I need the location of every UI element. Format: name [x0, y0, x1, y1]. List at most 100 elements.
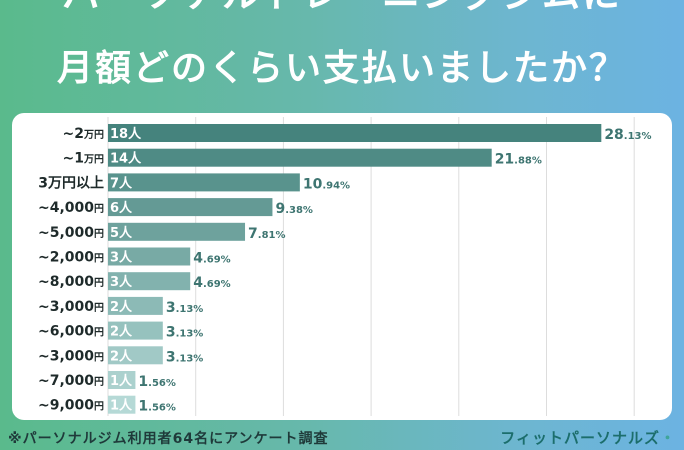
- percent-int: 1: [138, 399, 148, 415]
- category-label-main: ~5,000: [38, 225, 94, 241]
- category-label-main: ~3,000: [38, 348, 94, 364]
- brand-mark: ・: [659, 429, 676, 447]
- category-label-unit: 円: [94, 401, 104, 413]
- category-label: ~5,000円: [38, 225, 104, 241]
- category-label: ~1万円: [63, 151, 104, 167]
- percent-int: 3: [166, 300, 176, 316]
- count-label: 2人: [110, 324, 133, 340]
- category-label-unit: 円: [94, 351, 104, 363]
- percent-int: 1: [138, 374, 148, 390]
- bar: [108, 148, 492, 167]
- category-label: ~2万円: [63, 126, 104, 142]
- count-label: 5人: [110, 225, 133, 241]
- bar: [108, 272, 191, 291]
- percent-label: 3.13%: [166, 349, 203, 365]
- percent-decimal: .13%: [624, 131, 652, 142]
- count-label: 6人: [110, 200, 133, 216]
- percent-int: 7: [248, 226, 258, 242]
- title-line-2: 月額どのくらい支払いましたか？: [56, 48, 627, 89]
- percent-decimal: .88%: [514, 156, 542, 167]
- category-label-main: ~9,000: [38, 398, 94, 414]
- category-label: ~2,000円: [38, 250, 104, 266]
- percent-label: 4.69%: [193, 251, 230, 267]
- bar: [108, 296, 163, 315]
- percent-label: 9.38%: [275, 201, 312, 217]
- percent-decimal: .69%: [203, 279, 231, 290]
- category-label-main: ~4,000: [38, 200, 94, 216]
- count-label: 18人: [110, 126, 142, 142]
- percent-decimal: .81%: [258, 230, 286, 241]
- category-label: ~3,000円: [38, 299, 104, 315]
- bar: [108, 222, 246, 241]
- percent-label: 21.88%: [495, 152, 542, 168]
- count-label: 2人: [110, 348, 133, 364]
- percent-label: 10.94%: [303, 176, 350, 192]
- count-label: 3人: [110, 274, 133, 290]
- percent-label: 28.13%: [604, 127, 651, 143]
- count-label: 1人: [110, 398, 133, 414]
- bar: [108, 371, 136, 389]
- category-label: ~8,000円: [38, 274, 104, 290]
- percent-label: 1.56%: [138, 374, 175, 390]
- category-label-main: ~7,000: [38, 373, 94, 389]
- brand-logo: フィットパーソナルズ・: [500, 427, 676, 448]
- percent-int: 21: [495, 152, 514, 168]
- category-label-main: ~2: [63, 126, 84, 142]
- category-label-unit: 万円: [83, 154, 104, 166]
- bar: [108, 395, 136, 414]
- category-label-main: 3万円以上: [38, 175, 104, 191]
- category-label-main: ~1: [63, 151, 84, 167]
- title-line-1: パーソナルトレーニングジムに: [0, 0, 684, 18]
- count-label: 2人: [110, 299, 133, 315]
- category-label: ~9,000円: [38, 398, 104, 414]
- category-label-main: ~2,000: [38, 250, 94, 266]
- percent-label: 3.13%: [166, 300, 203, 316]
- percent-decimal: .56%: [148, 378, 176, 389]
- percent-label: 4.69%: [193, 275, 230, 291]
- count-label: 3人: [110, 250, 133, 266]
- category-label: ~7,000円: [38, 373, 104, 389]
- percent-int: 4: [193, 275, 203, 291]
- count-label: 14人: [110, 151, 142, 167]
- percent-decimal: .56%: [148, 403, 176, 414]
- percent-int: 4: [193, 251, 203, 267]
- count-label: 1人: [110, 373, 133, 389]
- percent-int: 10: [303, 176, 323, 192]
- category-label: ~3,000円: [38, 348, 104, 364]
- chart-card: ~2万円 18人 28.13% ~1万円 14人 21.88% 3万円以上 7人 10.94% ~…: [12, 113, 672, 420]
- percent-decimal: .13%: [176, 304, 204, 315]
- category-label-unit: 円: [94, 228, 104, 240]
- percent-decimal: .13%: [176, 353, 204, 364]
- bar: [108, 173, 300, 192]
- bar: [108, 198, 273, 217]
- percent-label: 7.81%: [248, 226, 285, 242]
- percent-decimal: .13%: [176, 329, 204, 340]
- bar: [108, 124, 602, 142]
- count-label: 7人: [110, 175, 133, 191]
- category-label-unit: 円: [94, 277, 104, 289]
- percent-int: 3: [166, 325, 176, 341]
- category-label-unit: 円: [94, 327, 104, 339]
- bar: [108, 346, 163, 365]
- category-label-unit: 円: [94, 203, 104, 215]
- category-label: ~6,000円: [38, 324, 104, 340]
- category-label: ~4,000円: [38, 200, 104, 216]
- percent-decimal: .69%: [203, 255, 231, 266]
- bar-chart: ~2万円 18人 28.13%~1万円 14人 21.88%3万円以上 7人 10.94%~…: [38, 117, 652, 416]
- percent-int: 9: [275, 201, 285, 217]
- category-label-unit: 円: [94, 302, 104, 314]
- percent-label: 1.56%: [138, 399, 175, 415]
- survey-note: ※パーソナルジム利用者64名にアンケート調査: [8, 431, 329, 447]
- bar: [108, 321, 163, 340]
- percent-label: 3.13%: [166, 325, 203, 341]
- brand-name: フィットパーソナルズ: [500, 429, 660, 447]
- category-label-unit: 円: [94, 376, 104, 388]
- category-label: 3万円以上: [38, 175, 104, 191]
- percent-int: 3: [166, 349, 176, 365]
- category-label-unit: 円: [94, 253, 104, 265]
- category-label-unit: 万円: [83, 129, 104, 141]
- category-label-main: ~8,000: [38, 274, 94, 290]
- category-label-main: ~3,000: [38, 299, 94, 315]
- category-label-main: ~6,000: [38, 324, 94, 340]
